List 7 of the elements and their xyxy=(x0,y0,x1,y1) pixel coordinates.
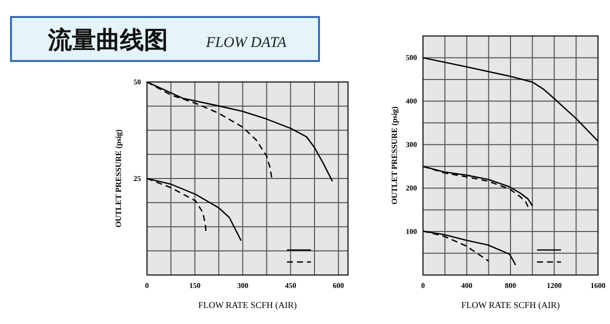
y-axis-title: OUTLET PRESSURE (psig) xyxy=(390,106,399,205)
y-axis-title: OUTLET PRESSURE (psig) xyxy=(114,129,123,228)
chart-subtitle: FLOW DATA xyxy=(205,35,288,51)
chart-title: 流量曲线图 xyxy=(47,26,168,54)
x-axis-title: FLOW RATE SCFH (AIR) xyxy=(461,300,560,310)
line-series xyxy=(422,57,599,142)
x-axis-title: FLOW RATE SCFH (AIR) xyxy=(198,300,297,310)
